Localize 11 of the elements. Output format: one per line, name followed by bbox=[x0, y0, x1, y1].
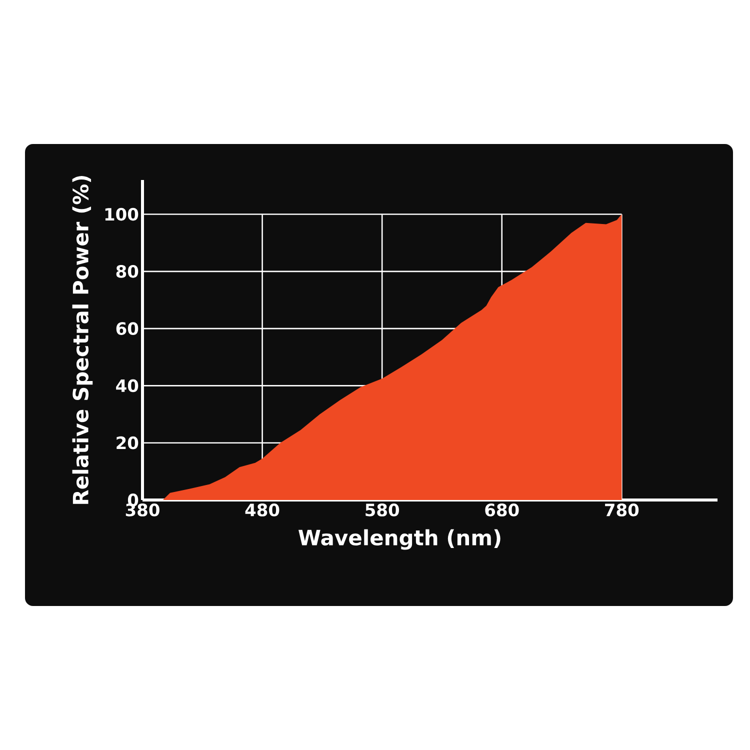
y-tick-label: 20 bbox=[116, 436, 138, 450]
y-tick-label: 100 bbox=[105, 208, 138, 221]
y-tick-label: 60 bbox=[116, 322, 138, 335]
y-tick-label: 80 bbox=[116, 264, 138, 278]
x-tick-label: 580 bbox=[366, 504, 400, 516]
x-axis-title: Wavelength (nm) bbox=[298, 529, 500, 550]
y-tick-label: 40 bbox=[116, 379, 138, 392]
y-axis-title: Relative Spectral Power (%) bbox=[72, 176, 93, 504]
x-tick-label: 480 bbox=[245, 504, 280, 516]
x-tick-label: 780 bbox=[605, 504, 639, 516]
x-tick-label: 680 bbox=[485, 504, 519, 516]
